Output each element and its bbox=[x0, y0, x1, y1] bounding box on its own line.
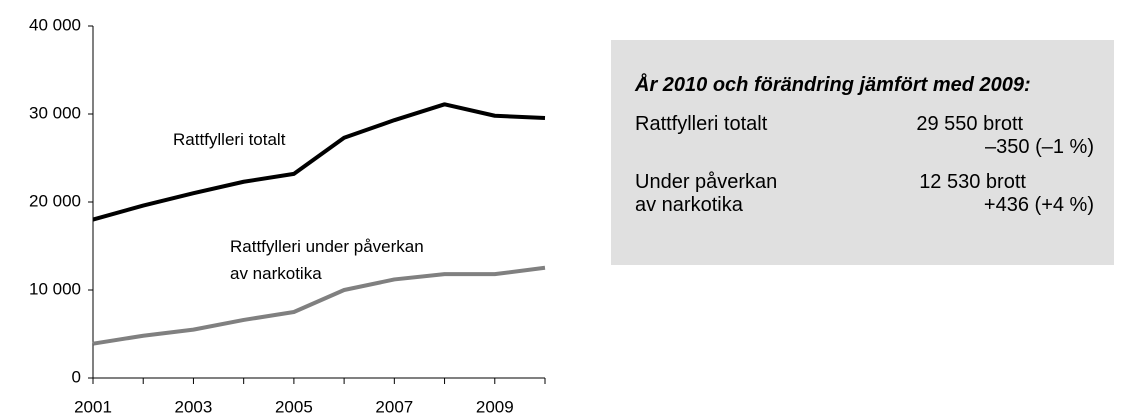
x-tick-label: 2001 bbox=[74, 397, 112, 416]
series-line bbox=[92, 102, 546, 222]
info-row: Rattfylleri totalt 29 550 brott –350 (–1 … bbox=[635, 113, 1094, 159]
series-label: Rattfylleri under påverkan av narkotika bbox=[230, 237, 424, 283]
chart: 0 10 000 20 000 30 000 40 000 2001 2003 2005 200… bbox=[29, 15, 546, 416]
info-title: År 2010 och förändring jämfört med 2009: bbox=[635, 74, 1031, 96]
info-box: År 2010 och förändring jämfört med 2009:… bbox=[611, 40, 1114, 265]
x-tick-label: 2009 bbox=[476, 397, 514, 416]
y-tick-label: 30 000 bbox=[29, 103, 81, 122]
x-tick-label: 2003 bbox=[175, 397, 213, 416]
info-label: Rattfylleri totalt bbox=[635, 113, 768, 135]
info-change: –350 (–1 %) bbox=[985, 136, 1094, 158]
info-value: 29 550 brott bbox=[916, 113, 1024, 135]
y-tick-label: 10 000 bbox=[29, 279, 81, 298]
series-label: Rattfylleri totalt bbox=[173, 130, 286, 149]
x-tick-label: 2007 bbox=[375, 397, 413, 416]
y-tick-label: 20 000 bbox=[29, 191, 81, 210]
x-tick-label: 2005 bbox=[275, 397, 313, 416]
y-tick-label: 0 bbox=[72, 367, 81, 386]
info-label: Under påverkan av narkotika bbox=[635, 171, 778, 216]
info-change: +436 (+4 %) bbox=[983, 194, 1094, 216]
info-value: 12 530 brott bbox=[919, 171, 1026, 193]
info-row: Under påverkan av narkotika 12 530 brott… bbox=[635, 171, 1094, 217]
series-line bbox=[92, 265, 546, 346]
y-tick-label: 40 000 bbox=[29, 15, 81, 34]
